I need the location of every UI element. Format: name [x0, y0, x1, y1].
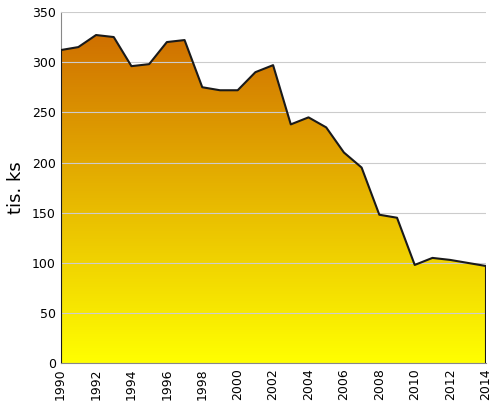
Y-axis label: tis. ks: tis. ks: [7, 161, 25, 214]
